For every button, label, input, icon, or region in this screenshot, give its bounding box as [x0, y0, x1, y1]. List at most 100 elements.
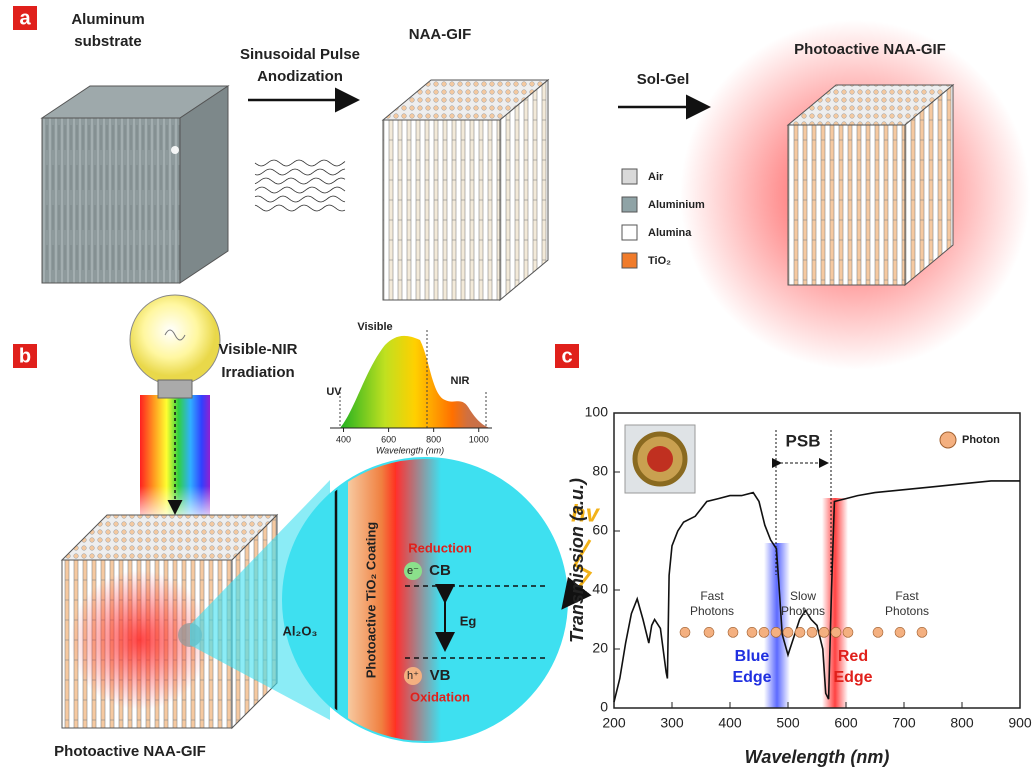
annotation: Fast: [895, 589, 919, 603]
x-tick-label: 1000: [469, 434, 489, 444]
photon: [917, 627, 927, 637]
x-tick-label: 500: [776, 715, 800, 731]
wave: [255, 178, 345, 184]
legend-label: TiO₂: [648, 255, 671, 267]
legend-label: Air: [648, 171, 664, 183]
photon: [940, 432, 956, 448]
photon: [783, 627, 793, 637]
photon: [759, 627, 769, 637]
label: CB: [429, 562, 451, 579]
photon: [873, 627, 883, 637]
label: Sinusoidal Pulse: [240, 46, 360, 63]
photon: [747, 627, 757, 637]
y-tick-label: 80: [592, 463, 608, 479]
cube: [788, 85, 953, 285]
photon: [795, 627, 805, 637]
y-tick-label: 20: [592, 640, 608, 656]
photon: [680, 627, 690, 637]
wave: [255, 160, 345, 166]
label: Photoactive TiO₂ Coating: [363, 522, 378, 679]
label: NAA-GIF: [409, 26, 472, 43]
photon: [843, 627, 853, 637]
x-tick-label: 600: [834, 715, 858, 731]
photon: [807, 627, 817, 637]
wave: [255, 196, 345, 202]
annotation: Photons: [885, 604, 929, 618]
label: VB: [430, 667, 451, 684]
annotation: Blue: [735, 648, 770, 665]
label: UV: [326, 386, 342, 398]
figure: a Aluminum substrate Sinusoidal Pulse An…: [0, 0, 1035, 775]
x-tick-label: 800: [950, 715, 974, 731]
bulb-base: [158, 380, 192, 398]
cube-front: [383, 120, 500, 300]
label: Reduction: [408, 540, 472, 555]
y-tick-label: 100: [585, 404, 609, 420]
label: Anodization: [257, 68, 343, 85]
annotation: Slow: [790, 589, 816, 603]
axis-title: Transmission (a.u.): [567, 478, 587, 643]
label: substrate: [74, 33, 142, 50]
cube-front: [42, 118, 180, 283]
x-tick-label: 400: [336, 434, 351, 444]
annotation: Photons: [781, 604, 825, 618]
label: Visible: [357, 321, 392, 333]
legend-swatch: [622, 225, 637, 240]
x-tick-label: 800: [426, 434, 441, 444]
photon: [895, 627, 905, 637]
label: Irradiation: [221, 364, 294, 381]
axis-title: Wavelength (nm): [745, 747, 890, 767]
annotation: Edge: [732, 669, 771, 686]
wave: [255, 205, 345, 211]
annotation: Edge: [833, 669, 872, 686]
x-tick-label: 700: [892, 715, 916, 731]
panel-label: c: [561, 345, 572, 367]
wave: [255, 169, 345, 175]
label: Aluminum: [71, 11, 144, 28]
annotation: Red: [838, 648, 868, 665]
cube-side: [180, 86, 228, 283]
wave: [255, 187, 345, 193]
legend-swatch: [622, 169, 637, 184]
y-tick-label: 0: [600, 699, 608, 715]
label: Al₂O₃: [283, 623, 318, 638]
label: Photoactive NAA-GIF: [794, 41, 946, 58]
legend-swatch: [622, 253, 637, 268]
legend-swatch: [622, 197, 637, 212]
bulb: [130, 295, 220, 385]
x-tick-label: 300: [660, 715, 684, 731]
photon: [704, 627, 714, 637]
transmission-line: [614, 481, 1020, 702]
photon: [771, 627, 781, 637]
label: Sol-Gel: [637, 71, 690, 88]
annotation: Fast: [700, 589, 724, 603]
cube-front: [788, 125, 905, 285]
coating-edge: [396, 455, 441, 755]
axis-title: Wavelength (nm): [376, 445, 444, 455]
label: h⁺: [407, 670, 419, 682]
x-tick-label: 400: [718, 715, 742, 731]
label: e⁻: [407, 565, 419, 577]
cube: [42, 86, 228, 283]
legend-label: Alumina: [648, 227, 692, 239]
label: NIR: [451, 375, 470, 387]
label: Visible-NIR: [219, 341, 298, 358]
photo-core: [647, 446, 673, 472]
legend-label: Aluminium: [648, 199, 705, 211]
highlight: [171, 146, 179, 154]
annotation: Photons: [690, 604, 734, 618]
cube: [383, 80, 548, 300]
label: Oxidation: [410, 689, 470, 704]
panel-label: a: [19, 7, 31, 29]
annotation: PSB: [786, 431, 821, 450]
photon: [831, 627, 841, 637]
label: Eg: [460, 613, 477, 628]
x-tick-label: 200: [602, 715, 626, 731]
waveform: [255, 160, 345, 211]
panel-label: b: [19, 345, 31, 367]
x-tick-label: 900: [1008, 715, 1032, 731]
label: Photoactive NAA-GIF: [54, 743, 206, 760]
photon: [819, 627, 829, 637]
